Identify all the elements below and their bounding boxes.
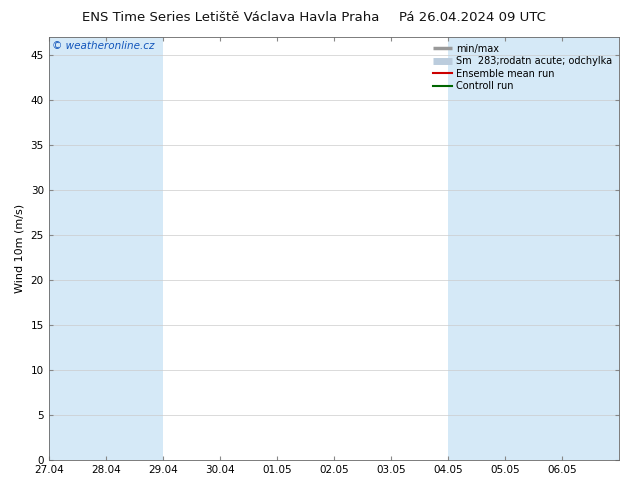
Bar bbox=[448, 37, 505, 460]
Text: © weatheronline.cz: © weatheronline.cz bbox=[51, 41, 154, 51]
Bar bbox=[106, 37, 163, 460]
Text: ENS Time Series Letiště Václava Havla Praha: ENS Time Series Letiště Václava Havla Pr… bbox=[82, 11, 380, 24]
Bar bbox=[562, 37, 619, 460]
Bar bbox=[505, 37, 562, 460]
Y-axis label: Wind 10m (m/s): Wind 10m (m/s) bbox=[15, 204, 25, 293]
Text: Pá 26.04.2024 09 UTC: Pá 26.04.2024 09 UTC bbox=[399, 11, 547, 24]
Legend: min/max, Sm  283;rodatn acute; odchylka, Ensemble mean run, Controll run: min/max, Sm 283;rodatn acute; odchylka, … bbox=[430, 42, 614, 93]
Bar bbox=[49, 37, 106, 460]
